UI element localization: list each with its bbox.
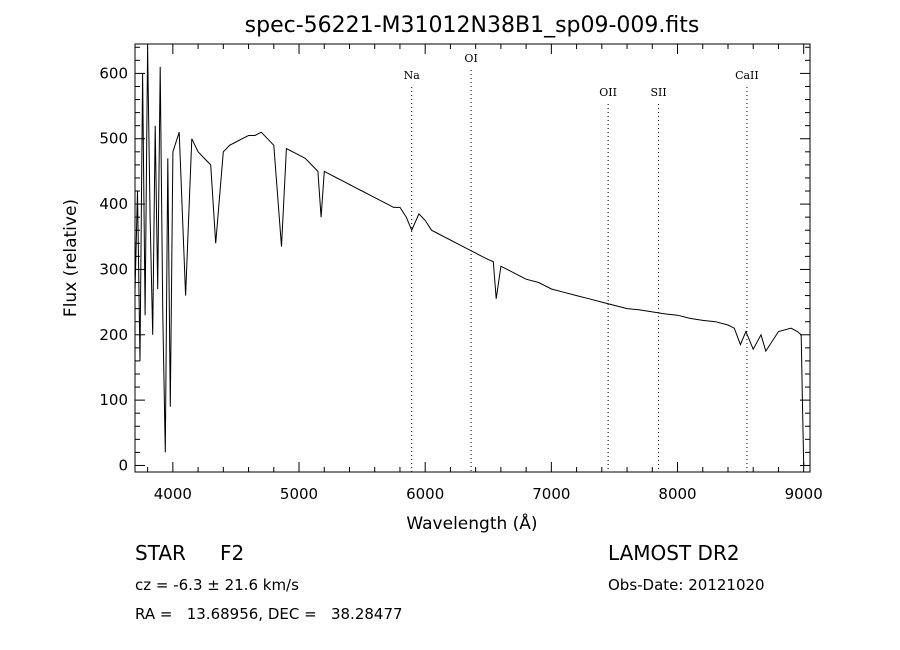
object-class-line: STAR F2 — [135, 541, 244, 565]
y-tick-label: 500 — [99, 130, 128, 148]
y-axis-label: Flux (relative) — [61, 199, 81, 317]
spectral-line-label: OI — [464, 52, 477, 65]
x-tick-label: 5000 — [280, 485, 318, 503]
spectrum-line — [134, 47, 805, 466]
spectral-line-markers: Na OI OII SII CaII — [404, 52, 759, 472]
object-class: STAR — [135, 541, 186, 565]
plot-frame — [134, 43, 811, 473]
spectral-line-label: OII — [599, 86, 617, 99]
y-tick-label: 600 — [99, 64, 128, 82]
spectral-line-label: Na — [404, 69, 421, 82]
spectral-line-label: CaII — [735, 69, 759, 82]
x-tick-label: 9000 — [785, 485, 823, 503]
x-tick-label: 6000 — [406, 485, 444, 503]
y-tick-label: 300 — [99, 260, 128, 278]
spectral-line-label: SII — [650, 86, 666, 99]
y-tick-label: 200 — [99, 326, 128, 344]
object-subclass: F2 — [219, 541, 245, 565]
chart-title: spec-56221-M31012N38B1_sp09-009.fits — [245, 13, 700, 38]
redshift-velocity: cz = -6.3 ± 21.6 km/s — [135, 576, 299, 594]
observation-date: Obs-Date: 20121020 — [608, 576, 765, 594]
x-tick-label: 8000 — [658, 485, 696, 503]
coordinates: RA = 13.68956, DEC = 38.28477 — [135, 605, 403, 623]
y-tick-label: 0 — [118, 456, 128, 474]
survey-name: LAMOST DR2 — [608, 541, 740, 565]
x-tick-label: 7000 — [532, 485, 570, 503]
y-tick-label: 100 — [99, 391, 128, 409]
y-axis: 0 100 200 300 400 500 600 — [99, 46, 810, 474]
x-tick-label: 4000 — [154, 485, 192, 503]
x-axis: 4000 5000 6000 7000 8000 9000 — [147, 44, 823, 503]
x-axis-label: Wavelength (Å) — [406, 512, 537, 534]
y-tick-label: 400 — [99, 195, 128, 213]
